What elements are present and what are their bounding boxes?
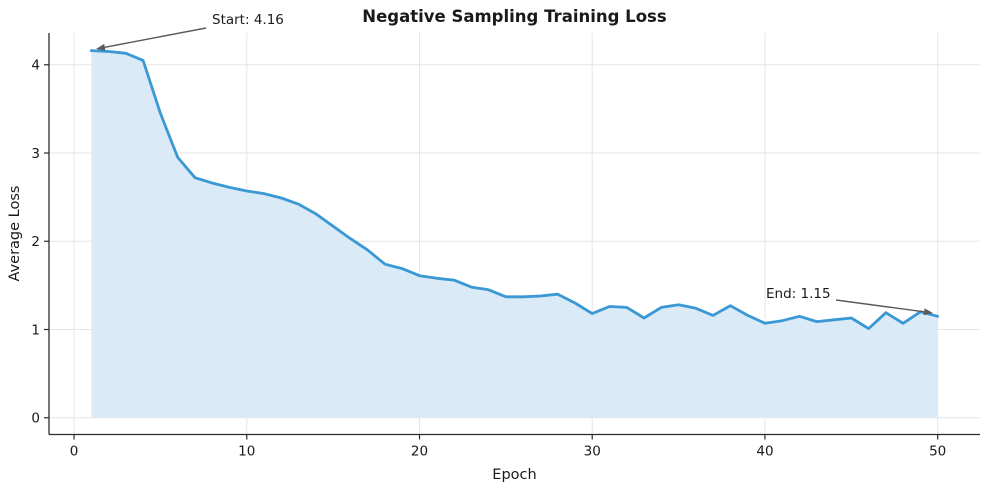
y-axis-label: Average Loss xyxy=(7,186,23,282)
tick-labels: 0 10 20 30 40 50 0 1 2 3 4 xyxy=(31,58,946,460)
loss-series xyxy=(89,49,940,418)
y-tick-label: 3 xyxy=(31,146,40,162)
x-tick-label: 10 xyxy=(238,444,255,460)
y-tick-label: 2 xyxy=(31,234,40,250)
start-annotation-label: Start: 4.16 xyxy=(212,12,284,28)
x-tick-label: 50 xyxy=(929,444,946,460)
x-tick-label: 40 xyxy=(756,444,773,460)
y-tick-label: 0 xyxy=(31,411,40,427)
x-axis-label: Epoch xyxy=(492,467,536,483)
axes xyxy=(44,33,980,440)
gridlines xyxy=(49,33,980,435)
x-tick-label: 0 xyxy=(70,444,79,460)
loss-area-fill xyxy=(91,50,938,418)
chart-title: Negative Sampling Training Loss xyxy=(362,7,667,26)
x-tick-label: 20 xyxy=(411,444,428,460)
annotation-arrowhead xyxy=(923,308,933,316)
annotation-arrow-line xyxy=(104,27,207,48)
end-annotation-label: End: 1.15 xyxy=(766,286,831,302)
annotations: Start: 4.16 End: 1.15 xyxy=(96,12,933,316)
annotation-arrow-line xyxy=(835,299,925,313)
y-tick-label: 4 xyxy=(31,58,40,74)
annotation-arrowhead xyxy=(96,43,106,51)
y-tick-label: 1 xyxy=(31,322,40,338)
x-tick-label: 30 xyxy=(584,444,601,460)
loss-line xyxy=(89,49,940,330)
